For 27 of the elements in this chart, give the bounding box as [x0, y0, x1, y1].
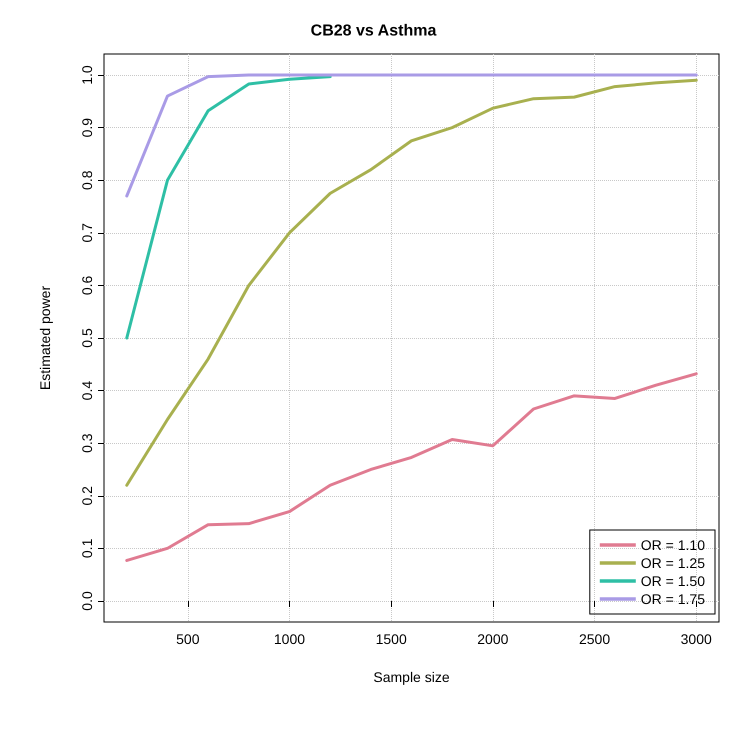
legend-label: OR = 1.50 — [640, 573, 706, 589]
y-tick-label: 0.9 — [79, 118, 95, 138]
line-series — [125, 75, 332, 340]
line-series — [125, 78, 698, 487]
y-tick-label: 0.6 — [79, 275, 95, 296]
y-tick-label: 0.7 — [79, 222, 95, 243]
legend-label: OR = 1.75 — [640, 591, 706, 607]
y-axis-title: Estimated power — [37, 286, 53, 390]
x-tick-label: 1000 — [274, 631, 306, 647]
x-tick-label: 2500 — [578, 631, 610, 647]
x-tick-label: 2000 — [477, 631, 509, 647]
y-tick-label: 0.0 — [79, 591, 95, 611]
legend-label: OR = 1.25 — [640, 555, 706, 571]
x-tick-label: 3000 — [680, 631, 712, 647]
y-tick-label: 0.4 — [79, 380, 95, 400]
y-tick-label: 1.0 — [79, 65, 95, 85]
y-tick-label: 0.8 — [79, 170, 95, 190]
chart-title: CB28 vs Asthma — [310, 22, 436, 40]
x-tick-label: 1500 — [376, 631, 407, 647]
x-axis-title: Sample size — [373, 669, 450, 685]
legend-label: OR = 1.10 — [640, 537, 706, 553]
y-tick-label: 0.5 — [79, 328, 95, 348]
y-tick-label: 0.2 — [79, 486, 95, 506]
y-tick-label: 0.1 — [79, 538, 95, 558]
x-tick-label: 500 — [176, 631, 200, 647]
y-tick-label: 0.3 — [79, 433, 95, 453]
line-series — [125, 74, 698, 198]
